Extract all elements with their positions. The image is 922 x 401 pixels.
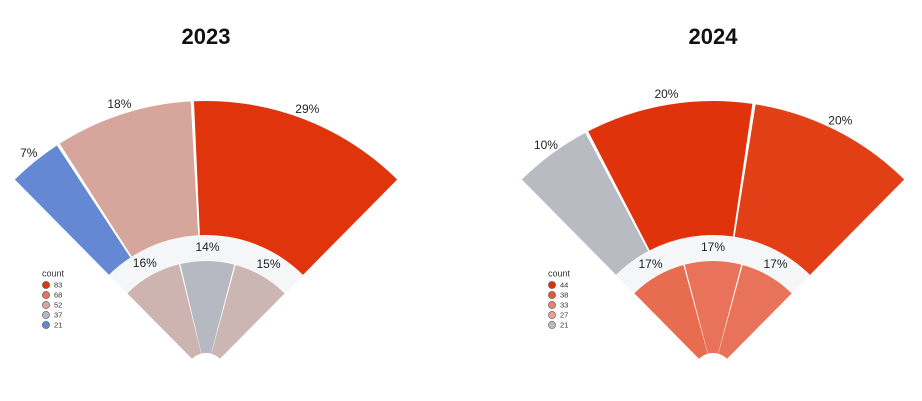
inner-wedge-1[interactable] <box>684 261 742 354</box>
legend-value-1: 68 <box>54 290 62 299</box>
chart-title: 2024 <box>689 24 739 49</box>
legend-swatch-1 <box>42 291 50 299</box>
legend-swatch-2 <box>42 301 50 309</box>
legend-swatch-3 <box>42 311 50 319</box>
outer-wedge-2[interactable] <box>193 101 398 275</box>
outer-wedge-label-1: 20% <box>654 87 678 101</box>
inner-wedge-2[interactable] <box>718 264 792 359</box>
inner-wedge-0[interactable] <box>127 264 202 359</box>
legend-swatch-4 <box>548 321 556 329</box>
legend-value-2: 33 <box>560 300 568 309</box>
legend-swatch-3 <box>548 311 556 319</box>
inner-wedge-label-1: 14% <box>196 240 220 254</box>
legend-value-4: 21 <box>54 320 62 329</box>
legend-swatch-0 <box>42 281 50 289</box>
legend-title: count <box>548 268 571 278</box>
legend-swatch-2 <box>548 301 556 309</box>
legend-value-3: 37 <box>54 310 62 319</box>
outer-wedge-label-0: 7% <box>20 146 38 160</box>
legend-swatch-4 <box>42 321 50 329</box>
outer-wedge-1[interactable] <box>588 101 753 251</box>
inner-wedge-1[interactable] <box>180 261 235 354</box>
legend-value-0: 44 <box>560 280 568 289</box>
legend-value-3: 27 <box>560 310 568 319</box>
legend-value-4: 21 <box>560 320 568 329</box>
inner-wedge-0[interactable] <box>634 264 708 359</box>
chart-title: 2023 <box>182 24 231 49</box>
outer-wedge-1[interactable] <box>59 101 199 257</box>
outer-wedge-label-2: 29% <box>295 102 319 116</box>
inner-wedge-label-1: 17% <box>701 240 725 254</box>
outer-wedge-label-2: 20% <box>828 114 852 128</box>
inner-wedge-label-0: 17% <box>638 257 662 271</box>
legend-value-2: 52 <box>54 300 62 309</box>
outer-wedge-label-1: 18% <box>107 97 131 111</box>
outer-wedge-2[interactable] <box>734 104 905 275</box>
inner-wedge-label-2: 15% <box>256 257 280 271</box>
legend-swatch-0 <box>548 281 556 289</box>
outer-wedge-0[interactable] <box>14 145 131 275</box>
inner-wedge-2[interactable] <box>211 264 285 359</box>
outer-wedge-label-0: 10% <box>534 138 558 152</box>
legend-title: count <box>42 268 65 278</box>
outer-wedge-0[interactable] <box>521 132 649 275</box>
inner-wedge-label-2: 17% <box>763 257 787 271</box>
inner-wedge-label-0: 16% <box>133 256 157 270</box>
legend-swatch-1 <box>548 291 556 299</box>
legend-value-0: 83 <box>54 280 62 289</box>
legend-value-1: 38 <box>560 290 568 299</box>
